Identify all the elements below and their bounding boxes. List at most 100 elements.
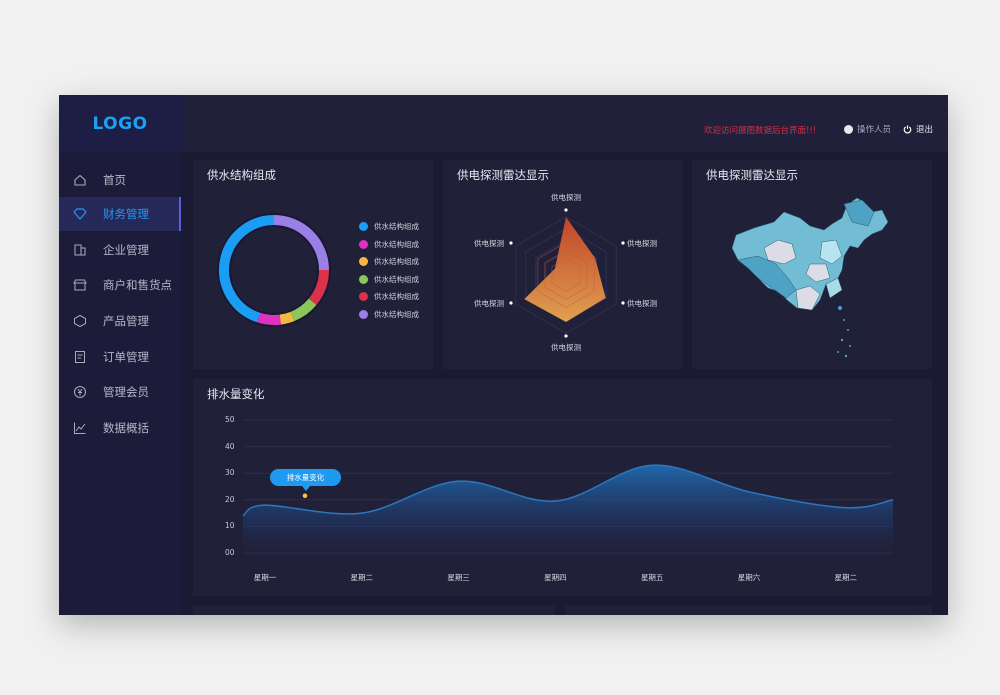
power-icon <box>903 124 912 133</box>
operator-label: 操作人员 <box>857 125 892 135</box>
map-region <box>737 255 797 299</box>
china-map <box>731 197 889 358</box>
legend-item: 供水结构组成 <box>359 274 419 285</box>
legend-label: 供水结构组成 <box>374 274 419 284</box>
y-tick-label: 20 <box>225 494 235 504</box>
map-region <box>763 239 797 265</box>
legend-label: 供水结构组成 <box>374 292 419 302</box>
radar-axis-dot <box>621 301 625 305</box>
header: 欢迎访问摄图数据后台界面!!! 操作人员 退出 <box>181 95 948 152</box>
donut-chart <box>217 213 331 327</box>
map-region <box>795 285 821 311</box>
sidebar-item-label: 财务管理 <box>103 207 149 221</box>
yen-icon <box>73 385 87 399</box>
map-region <box>843 199 875 227</box>
donut-slice <box>308 269 329 306</box>
sidebar-item-4[interactable]: 产品管理 <box>59 304 181 338</box>
radar-chart <box>509 208 625 338</box>
legend-label: 供水结构组成 <box>374 257 419 267</box>
radar-axis-label: 供电探测 <box>474 239 504 248</box>
legend-item: 供水结构组成 <box>359 309 419 320</box>
document-icon <box>73 350 87 364</box>
legend-swatch <box>359 257 368 267</box>
x-tick-label: 星期四 <box>544 573 567 582</box>
bottom-panel-right <box>565 605 932 615</box>
sidebar-item-3[interactable]: 商户和售货点 <box>59 268 181 302</box>
sidebar-item-0[interactable]: 首页 <box>59 163 181 197</box>
legend-item: 供水结构组成 <box>359 256 419 267</box>
x-tick-label: 星期一 <box>253 573 277 582</box>
donut-slice <box>279 311 295 325</box>
x-tick-label: 星期二 <box>350 573 374 582</box>
panel-title: 供水结构组成 <box>207 168 276 182</box>
map-region <box>805 263 831 283</box>
area-chart <box>242 419 894 554</box>
logout-button[interactable]: 退出 <box>903 123 933 135</box>
diamond-icon <box>73 207 87 221</box>
legend-swatch <box>359 292 368 302</box>
radar-axis-label: 供电探测 <box>627 299 657 308</box>
y-tick-label: 00 <box>225 548 235 557</box>
legend-item: 供水结构组成 <box>359 221 419 232</box>
y-tick-label: 30 <box>225 468 235 478</box>
avatar <box>844 124 853 134</box>
radar-axis-dot <box>621 241 625 245</box>
legend-label: 供水结构组成 <box>374 310 419 319</box>
panel-title: 供电探测雷达显示 <box>706 168 798 182</box>
sidebar-item-label: 首页 <box>103 173 126 187</box>
chart-tooltip: 排水量变化 <box>270 469 341 491</box>
dashboard: LOGO 首页财务管理企业管理商户和售货点 产品管理订单管理管理会员数据概括 欢迎… <box>59 95 948 615</box>
radar-axis-dot <box>564 334 568 338</box>
drainage-panel: 排水量变化 50 40 30 20 10 00 星期一 星期二 星期三 星期四 星期五 星期六 星期二 … <box>193 379 932 596</box>
store-icon <box>73 278 87 292</box>
sidebar-item-label: 数据概括 <box>103 421 149 435</box>
sidebar-item-label: 商户和售货点 <box>103 278 172 292</box>
radar-axis-dot <box>509 301 513 305</box>
x-tick-label: 星期五 <box>640 573 664 582</box>
x-tick-label: 星期六 <box>737 573 761 582</box>
legend-label: 供水结构组成 <box>374 239 419 249</box>
map-region <box>825 277 843 299</box>
sidebar-item-6[interactable]: 管理会员 <box>59 375 181 409</box>
box-icon <box>73 314 87 328</box>
panel-title: 供电探测雷达显示 <box>457 168 549 182</box>
bottom-panel-left <box>193 605 555 615</box>
sidebar-item-label: 产品管理 <box>103 314 149 328</box>
sidebar-item-label: 订单管理 <box>103 350 149 364</box>
sidebar-item-5[interactable]: 订单管理 <box>59 340 181 374</box>
operator-menu[interactable]: 操作人员 <box>844 123 891 135</box>
legend-swatch <box>359 310 368 319</box>
radar-grid <box>515 216 617 334</box>
home-icon <box>73 173 87 187</box>
legend-item: 供水结构组成 <box>359 291 419 302</box>
donut-panel: 供水结构组成 供水结构组成 供水结构组成 供水结构组成 供水结构组成 供水结构组成 供水结… <box>193 160 433 369</box>
radar-axis-dot <box>564 208 568 212</box>
sidebar-item-label: 企业管理 <box>103 243 149 257</box>
logout-label: 退出 <box>916 125 934 135</box>
sidebar-item-7[interactable]: 数据概括 <box>59 411 181 445</box>
sidebar-item-2[interactable]: 企业管理 <box>59 233 181 267</box>
x-tick-label: 星期二 <box>834 573 858 582</box>
y-tick-label: 50 <box>225 415 235 424</box>
legend-swatch <box>359 239 368 249</box>
y-tick-label: 10 <box>225 521 235 531</box>
donut-slice <box>273 215 329 271</box>
radar-panel: 供电探测雷达显示 供电探测 供电探测 供电探测 供电探测 供电探测 供电探测 <box>443 160 683 369</box>
sidebar: LOGO 首页财务管理企业管理商户和售货点 产品管理订单管理管理会员数据概括 <box>59 95 181 615</box>
y-tick-label: 40 <box>225 441 235 451</box>
radar-axis-label: 供电探测 <box>551 193 581 202</box>
sidebar-item-1[interactable]: 财务管理 <box>59 197 181 231</box>
legend-label: 供水结构组成 <box>374 222 419 231</box>
highlight-point[interactable] <box>302 493 308 499</box>
logo: LOGO <box>59 95 181 152</box>
radar-axis-label: 供电探测 <box>551 343 581 352</box>
panel-title: 排水量变化 <box>207 387 265 401</box>
legend-item: 供水结构组成 <box>359 239 419 250</box>
legend-swatch <box>359 222 368 231</box>
sidebar-item-label: 管理会员 <box>103 385 149 399</box>
donut-slice <box>290 298 317 322</box>
area-line <box>242 464 894 517</box>
line-chart-icon <box>73 421 87 435</box>
donut-slice <box>257 312 281 325</box>
radar-area <box>524 217 606 322</box>
